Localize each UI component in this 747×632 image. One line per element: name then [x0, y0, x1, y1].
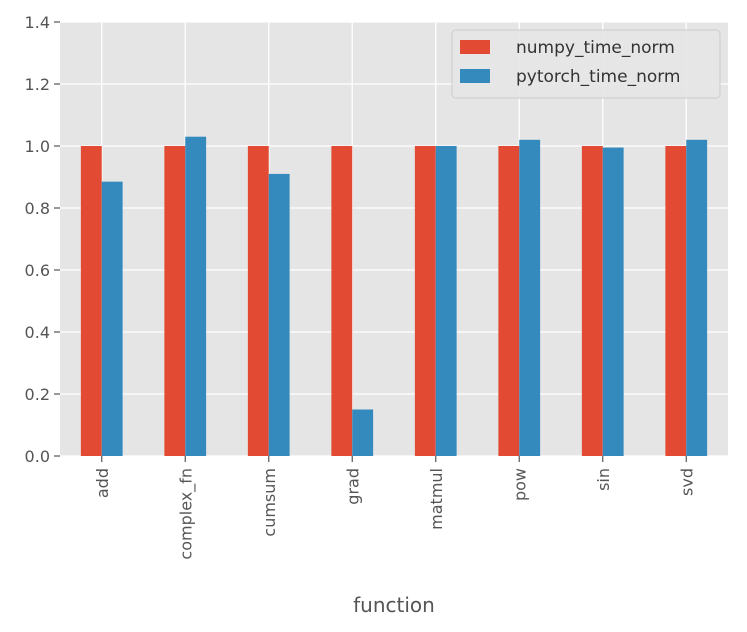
x-tick-label: grad — [343, 468, 362, 505]
bar-numpy_time_norm-grad — [331, 146, 353, 456]
bar-pytorch_time_norm-add — [101, 181, 123, 456]
bar-pytorch_time_norm-svd — [686, 139, 708, 457]
bar-numpy_time_norm-pow — [498, 146, 520, 456]
y-tick-label: 0.6 — [25, 261, 50, 280]
y-tick-label: 1.2 — [25, 75, 50, 94]
y-tick-label: 0.2 — [25, 385, 50, 404]
y-tick-label: 1.0 — [25, 137, 50, 156]
bar-numpy_time_norm-add — [80, 146, 102, 456]
bar-pytorch_time_norm-grad — [352, 409, 374, 456]
x-tick-label: svd — [677, 468, 696, 496]
bar-numpy_time_norm-svd — [665, 146, 687, 456]
legend-swatch — [460, 40, 490, 54]
x-tick-label: sin — [594, 468, 613, 491]
legend-box — [451, 29, 721, 99]
bar-pytorch_time_norm-pow — [519, 139, 541, 457]
x-tick-label: matmul — [427, 468, 446, 530]
y-axis: 0.0 0.2 0.4 0.6 0.8 1.0 1.2 1.4 — [25, 13, 60, 466]
y-tick-label: 1.4 — [25, 13, 50, 32]
y-tick-label: 0.4 — [25, 323, 50, 342]
y-tick-label: 0.0 — [25, 447, 50, 466]
bar-numpy_time_norm-cumsum — [247, 146, 269, 456]
x-tick-label: cumsum — [260, 468, 279, 537]
x-tick-label: complex_fn — [176, 468, 196, 560]
bar-numpy_time_norm-matmul — [414, 146, 436, 456]
legend-label: pytorch_time_norm — [516, 67, 681, 87]
x-tick-label: add — [93, 468, 112, 498]
bar-numpy_time_norm-sin — [581, 146, 603, 456]
y-tick-label: 0.8 — [25, 199, 50, 218]
bar-pytorch_time_norm-complex_fn — [185, 136, 207, 456]
bar-pytorch_time_norm-matmul — [435, 146, 457, 456]
bar-numpy_time_norm-complex_fn — [164, 146, 186, 456]
legend-swatch — [460, 69, 490, 83]
x-axis-label: function — [353, 593, 435, 617]
legend-label: numpy_time_norm — [516, 38, 675, 58]
bar-pytorch_time_norm-sin — [602, 147, 624, 457]
x-axis: add complex_fn cumsum grad matmul pow sin svd — [93, 456, 696, 560]
legend: numpy_time_norm pytorch_time_norm — [451, 29, 721, 99]
x-tick-label: pow — [510, 468, 529, 501]
bars — [80, 136, 708, 457]
bar-pytorch_time_norm-cumsum — [268, 173, 290, 456]
